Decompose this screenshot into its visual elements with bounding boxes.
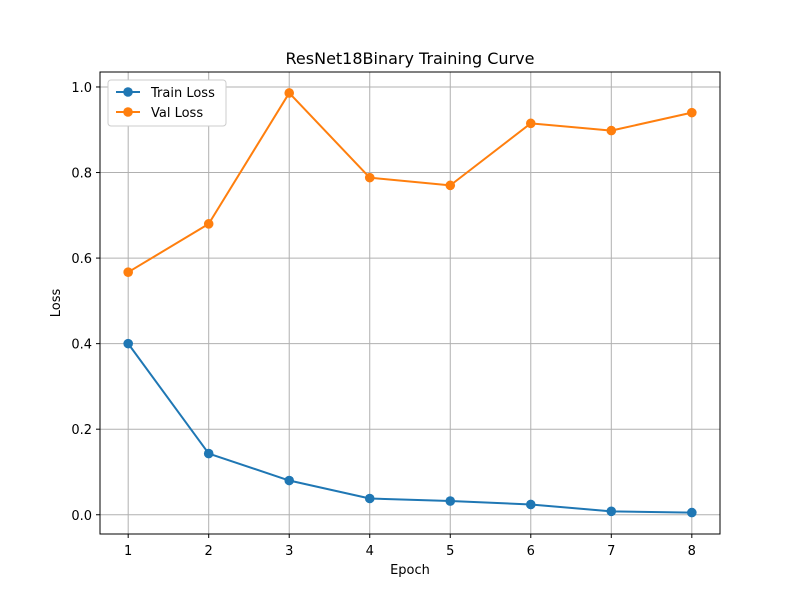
y-tick-label: 0.8 <box>71 167 92 182</box>
train-loss-point <box>445 496 456 506</box>
x-axis-label: Epoch <box>390 563 430 578</box>
y-tick-label: 0.0 <box>71 509 92 524</box>
val-loss-point <box>123 267 133 278</box>
y-axis-label: Loss <box>49 289 64 318</box>
grid-lines <box>100 72 720 534</box>
x-tick-label: 5 <box>446 544 454 559</box>
series-layer <box>123 88 697 518</box>
train-loss-point <box>364 493 375 504</box>
train-loss-point <box>525 499 536 510</box>
val-loss-point <box>284 88 295 98</box>
plot-frame <box>99 71 721 535</box>
train-loss-point <box>123 338 133 349</box>
legend-label: Train Loss <box>150 86 215 101</box>
y-tick-label: 1.0 <box>71 81 92 96</box>
y-tick-label: 0.4 <box>71 338 92 353</box>
train-loss-point <box>687 507 697 518</box>
x-tick-label: 3 <box>285 544 293 559</box>
val-loss-point <box>525 118 536 129</box>
x-tick-label: 8 <box>688 544 696 559</box>
x-axis: 1 2 3 4 5 6 7 8 <box>124 534 696 559</box>
val-loss-point <box>687 107 697 118</box>
val-loss-point <box>203 219 214 229</box>
train-loss-point <box>203 448 214 459</box>
val-loss-point <box>445 180 456 191</box>
train-loss-point <box>606 506 617 517</box>
train-loss-point <box>284 475 295 486</box>
y-tick-label: 0.6 <box>71 252 92 267</box>
y-axis: 0.0 0.2 0.4 0.6 0.8 1.0 <box>71 81 100 524</box>
plot-background <box>100 72 720 534</box>
x-tick-label: 6 <box>527 544 535 559</box>
plot-area <box>99 71 721 535</box>
x-tick-label: 1 <box>124 544 132 559</box>
y-tick-label: 0.2 <box>71 423 92 438</box>
x-tick-label: 7 <box>607 544 615 559</box>
x-tick-label: 2 <box>205 544 213 559</box>
chart-title: ResNet18Binary Training Curve <box>286 49 535 68</box>
val-loss-point <box>606 125 617 136</box>
val-loss-line <box>127 91 693 274</box>
val-loss-point <box>364 172 375 183</box>
legend-marker <box>123 87 133 97</box>
x-tick-label: 4 <box>366 544 374 559</box>
legend-label: Val Loss <box>151 106 203 121</box>
legend: Train Loss Val Loss <box>107 79 227 127</box>
train-loss-line <box>127 342 693 514</box>
legend-marker <box>123 107 133 117</box>
